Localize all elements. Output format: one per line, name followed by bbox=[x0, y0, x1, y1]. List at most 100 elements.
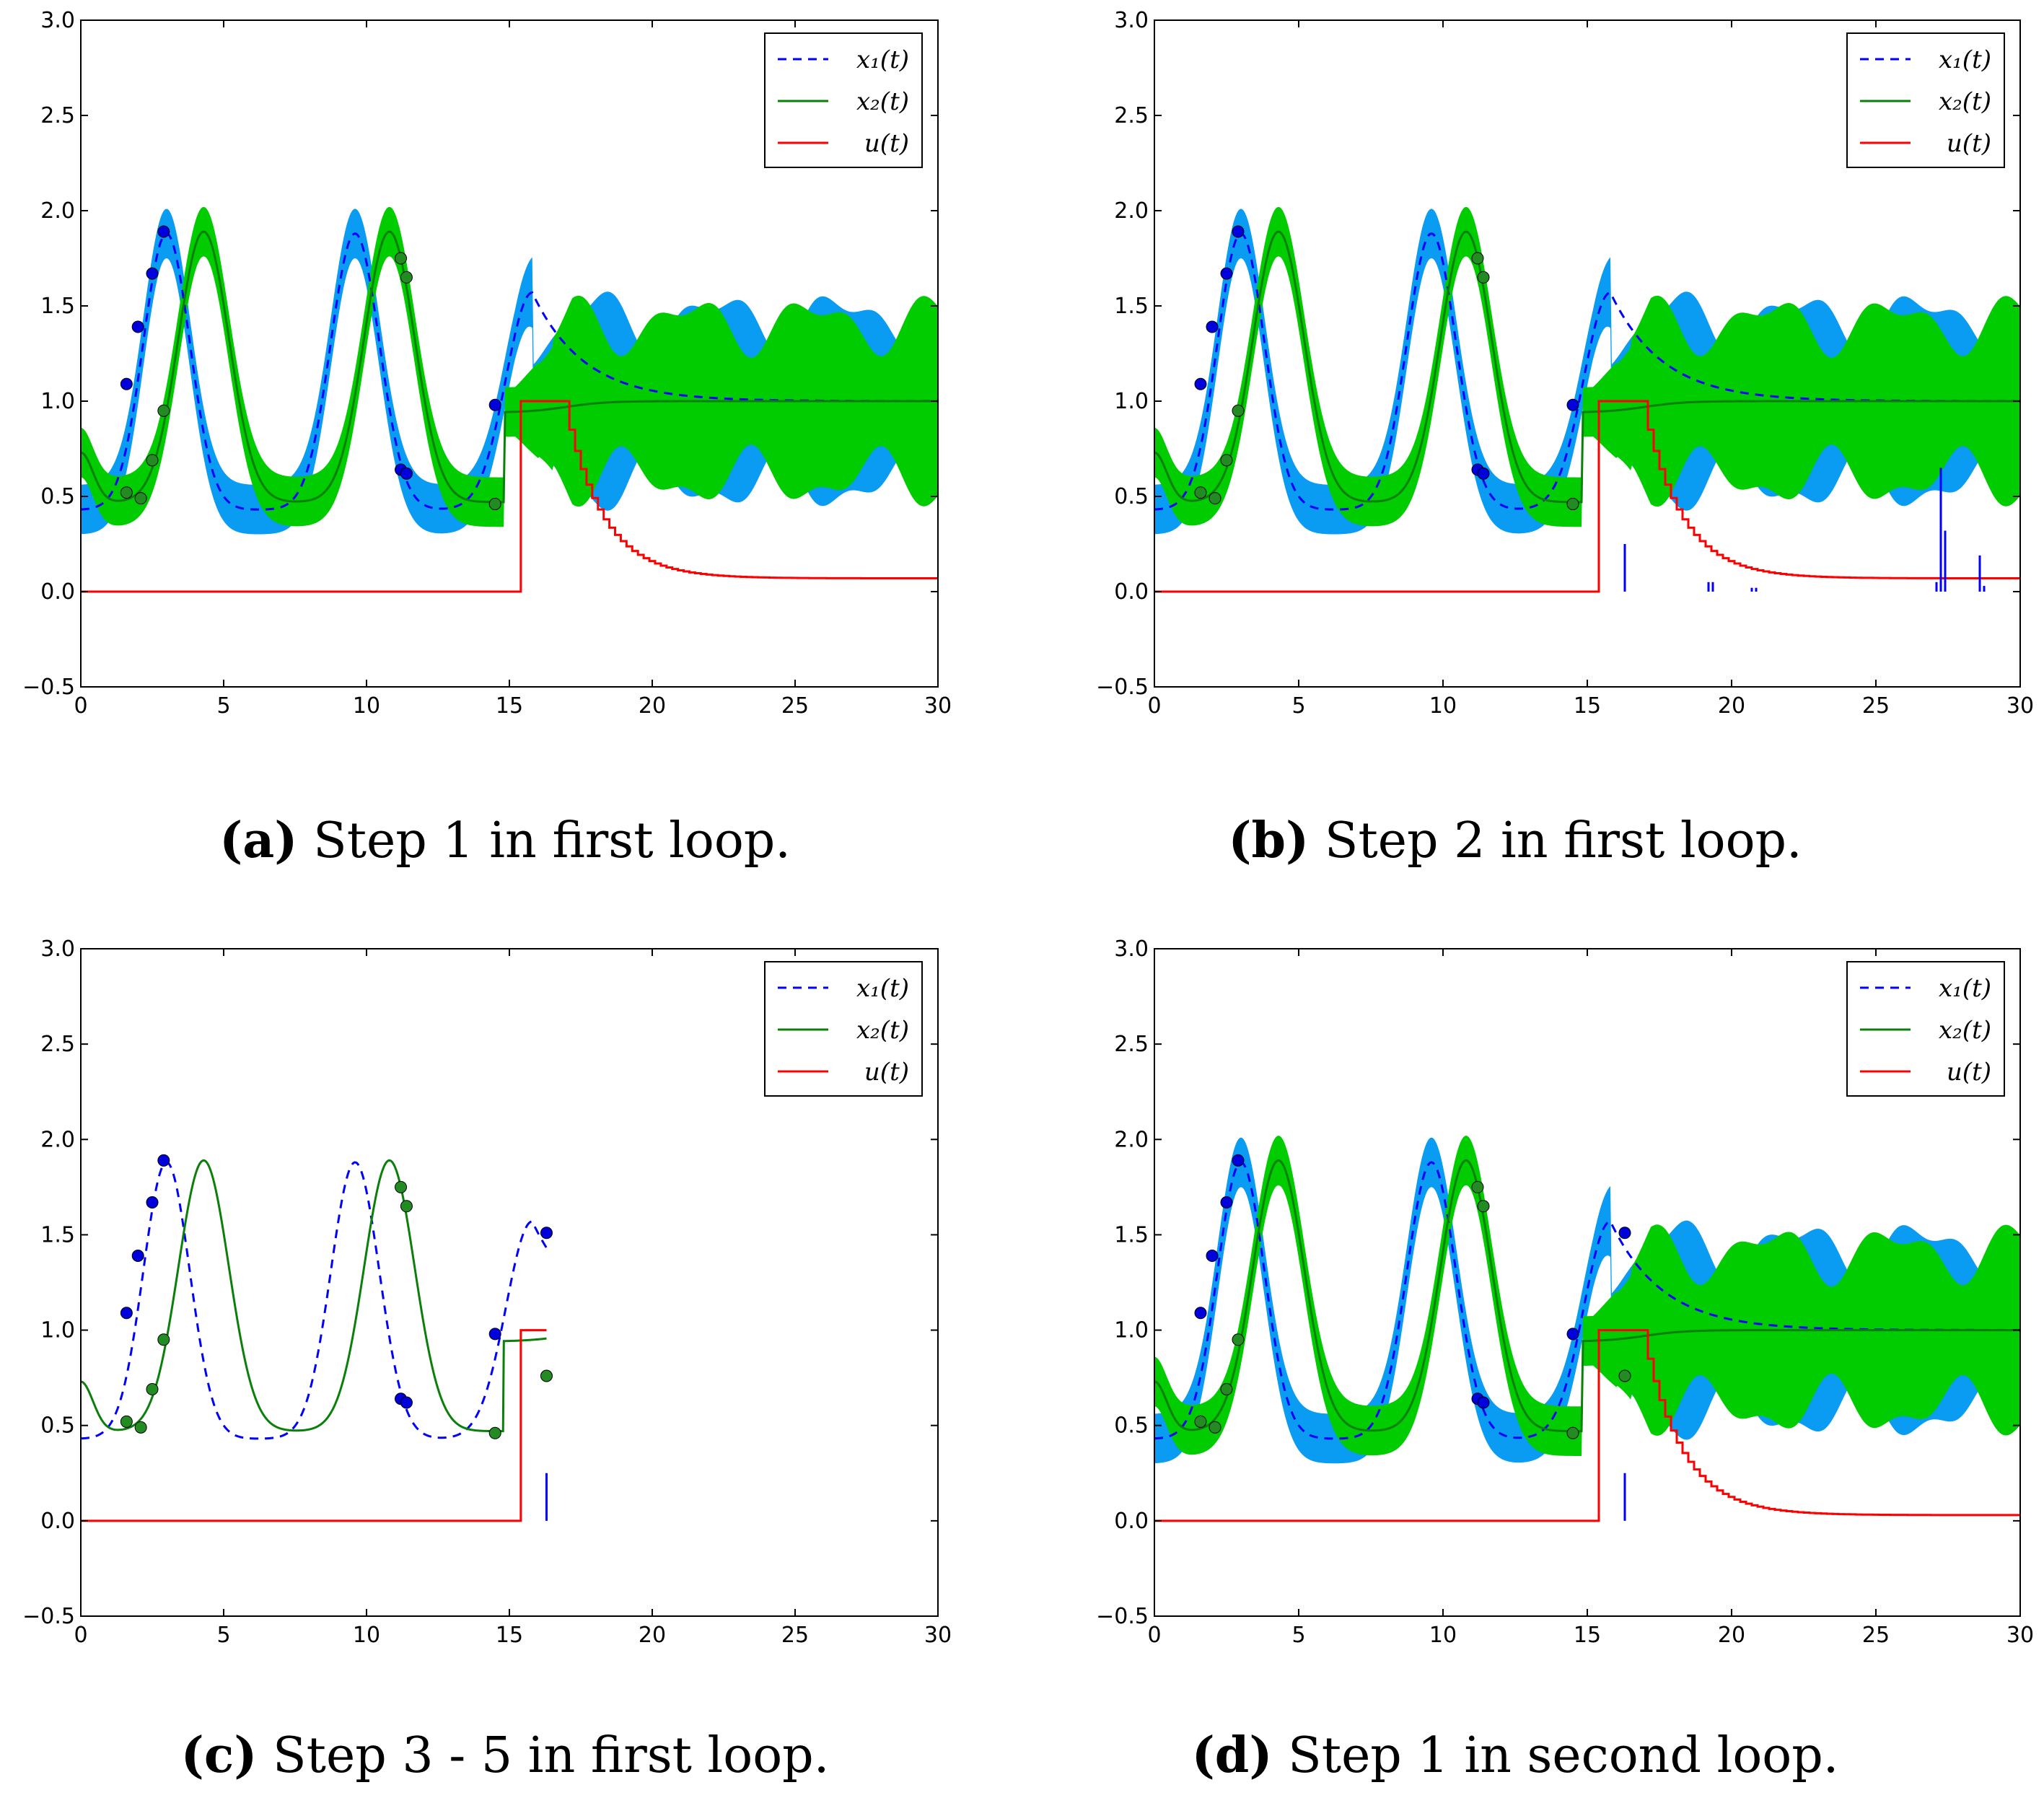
plot-layer bbox=[1154, 206, 2020, 593]
x-tick-label: 15 bbox=[496, 693, 523, 719]
x2-observation-1 bbox=[134, 1421, 147, 1434]
x2-observation-0 bbox=[1194, 1415, 1207, 1428]
x2-confidence-band bbox=[1154, 206, 2020, 527]
x-tick-label: 30 bbox=[924, 1623, 952, 1648]
legend-label-0: x₁(t) bbox=[856, 45, 909, 74]
y-tick-label: 1.0 bbox=[1114, 389, 1149, 414]
y-tick-label: 0.0 bbox=[40, 579, 75, 605]
x-tick-label: 25 bbox=[1862, 693, 1890, 719]
legend-label-0: x₁(t) bbox=[1939, 974, 1991, 1003]
caption-c: (c) Step 3 - 5 in first loop. bbox=[0, 1727, 1010, 1784]
x-tick-label: 15 bbox=[496, 1623, 523, 1648]
x1-observation-3 bbox=[157, 1154, 170, 1167]
x2-observation-3 bbox=[1232, 1333, 1245, 1346]
x-tick-label: 0 bbox=[1147, 693, 1161, 719]
legend-label-2: u(t) bbox=[864, 1058, 909, 1087]
y-tick-label: 3.0 bbox=[1114, 8, 1149, 33]
x2-observation-3 bbox=[157, 404, 170, 417]
x-tick-label: 5 bbox=[1291, 693, 1305, 719]
caption-b-text: Step 2 in first loop. bbox=[1324, 812, 1802, 869]
x2-observation-1 bbox=[1209, 1421, 1221, 1434]
x1-observation-2 bbox=[146, 267, 159, 280]
x2-observation-2 bbox=[146, 1383, 159, 1395]
panel-b: 0 5 10 15 20 25 30 −0.5 0.0 0.5 1.0 1.5 2.0 2.5 3.0 x₁(… bbox=[1010, 0, 2044, 902]
u-line bbox=[1154, 400, 2020, 593]
x2-observation-1 bbox=[1209, 492, 1221, 505]
x2-observation-4 bbox=[1471, 252, 1484, 265]
x2-observation-4 bbox=[395, 252, 408, 265]
x2-line bbox=[81, 230, 938, 504]
caption-d-label: (d) bbox=[1191, 1727, 1273, 1784]
caption-c-label: (c) bbox=[180, 1727, 258, 1784]
x-tick-label: 25 bbox=[1862, 1623, 1890, 1648]
x2-observation-5 bbox=[1477, 271, 1490, 284]
x2-observation-3 bbox=[1232, 404, 1245, 417]
x1-observation-3 bbox=[157, 225, 170, 238]
y-tick-label: 1.0 bbox=[40, 1318, 75, 1343]
x2-observation-5 bbox=[400, 1200, 413, 1213]
x1-observation-2 bbox=[146, 1196, 159, 1209]
y-tick-label: 0.0 bbox=[1114, 1509, 1149, 1534]
u-line bbox=[81, 1329, 547, 1522]
x-tick-label: 10 bbox=[353, 1623, 380, 1648]
y-tick-label: −0.5 bbox=[22, 1604, 75, 1629]
y-tick-label: 0.0 bbox=[1114, 579, 1149, 605]
legend-label-1: x₂(t) bbox=[856, 1016, 909, 1045]
x1-line bbox=[81, 1161, 548, 1440]
x-tick-label: 20 bbox=[639, 1623, 666, 1648]
y-tick-label: 2.0 bbox=[1114, 1127, 1149, 1152]
x2-observation-6 bbox=[488, 498, 501, 511]
y-tick-label: −0.5 bbox=[1096, 675, 1149, 700]
x2-observation-6 bbox=[1566, 498, 1579, 511]
x-tick-label: 0 bbox=[74, 693, 87, 719]
panel-a: 0 5 10 15 20 25 30 −0.5 0.0 0.5 1.0 1.5 2.0 2.5 3.0 x₁(… bbox=[0, 0, 1010, 902]
u-line bbox=[1154, 1329, 2020, 1522]
caption-d: (d) Step 1 in second loop. bbox=[1010, 1727, 2020, 1784]
legend-label-1: x₂(t) bbox=[1939, 87, 1991, 116]
x-tick-label: 10 bbox=[1429, 693, 1457, 719]
x1-observation-5 bbox=[1477, 1396, 1490, 1409]
caption-b: (b) Step 2 in first loop. bbox=[1010, 812, 2020, 869]
x2-observation-5 bbox=[400, 271, 413, 284]
legend-label-2: u(t) bbox=[864, 129, 909, 158]
x2-observation-0 bbox=[120, 1415, 133, 1428]
y-tick-label: 1.5 bbox=[40, 1222, 75, 1247]
x-tick-label: 5 bbox=[216, 1623, 230, 1648]
x1-observation-0 bbox=[120, 377, 133, 390]
x2-observation-1 bbox=[134, 492, 147, 505]
legend-label-1: x₂(t) bbox=[1939, 1016, 1991, 1045]
legend-label-2: u(t) bbox=[1947, 129, 1991, 158]
x-tick-label: 30 bbox=[2006, 693, 2034, 719]
x2-confidence-band bbox=[81, 206, 938, 527]
x-tick-label: 25 bbox=[781, 693, 809, 719]
y-tick-label: 2.5 bbox=[40, 1032, 75, 1057]
x2-observation-6 bbox=[1566, 1426, 1579, 1439]
chart-b: 0 5 10 15 20 25 30 −0.5 0.0 0.5 1.0 1.5 2.0 2.5 3.0 x₁(… bbox=[1096, 8, 2034, 719]
x1-observation-0 bbox=[1194, 1307, 1207, 1320]
y-tick-label: 1.0 bbox=[1114, 1318, 1149, 1343]
x2-observation-2 bbox=[1220, 1383, 1233, 1395]
y-tick-label: 0.5 bbox=[40, 1413, 75, 1439]
x2-line bbox=[1154, 1159, 2020, 1433]
y-tick-label: 0.5 bbox=[40, 484, 75, 509]
y-tick-label: 2.5 bbox=[1114, 103, 1149, 128]
x2-observation-5 bbox=[1477, 1200, 1490, 1213]
caption-d-text: Step 1 in second loop. bbox=[1288, 1727, 1839, 1784]
x-tick-label: 10 bbox=[353, 693, 380, 719]
x1-observation-7 bbox=[1618, 1227, 1631, 1240]
x1-observation-6 bbox=[488, 398, 501, 411]
y-tick-label: 3.0 bbox=[40, 936, 75, 962]
panel-c: 0 5 10 15 20 25 30 −0.5 0.0 0.5 1.0 1.5 2.0 2.5 3.0 x₁(… bbox=[0, 927, 1010, 1816]
x2-line bbox=[81, 1159, 547, 1433]
x1-observation-6 bbox=[1566, 1328, 1579, 1341]
y-tick-label: 2.5 bbox=[1114, 1032, 1149, 1057]
caption-a: (a) Step 1 in first loop. bbox=[0, 812, 1010, 869]
y-tick-label: −0.5 bbox=[22, 675, 75, 700]
x1-observation-5 bbox=[400, 1396, 413, 1409]
x1-observation-5 bbox=[1477, 467, 1490, 480]
caption-a-text: Step 1 in first loop. bbox=[313, 812, 791, 869]
x1-observation-3 bbox=[1232, 1154, 1245, 1167]
y-tick-label: 0.5 bbox=[1114, 1413, 1149, 1439]
plot-layer bbox=[81, 206, 938, 593]
x-tick-label: 20 bbox=[639, 693, 666, 719]
